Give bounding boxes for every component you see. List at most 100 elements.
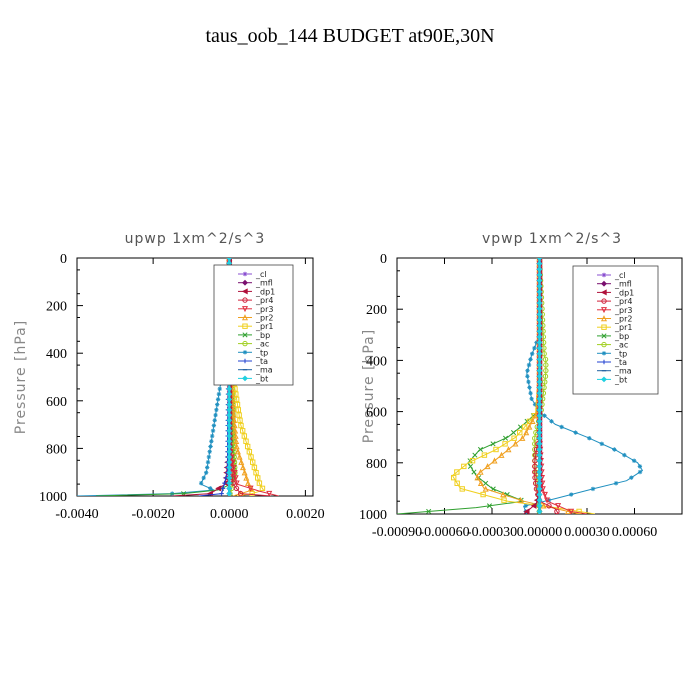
series-marker-bt — [536, 300, 543, 306]
series-line-pr2 — [475, 258, 580, 514]
legend-label-ac: _ac — [255, 340, 269, 349]
legend-marker-mfl — [601, 280, 607, 287]
series-marker-pr1 — [233, 396, 240, 403]
series-marker-tp — [523, 503, 528, 509]
series-marker-bt — [536, 339, 543, 346]
series-marker-pr2 — [529, 418, 536, 425]
series-marker-bt — [226, 412, 233, 418]
series-marker-pr1 — [236, 412, 242, 418]
series-marker-tp — [198, 480, 204, 486]
series-marker-tp — [629, 475, 634, 480]
series-marker-pr3 — [541, 491, 548, 498]
series-marker-bt — [536, 446, 543, 453]
series-marker-pr1 — [461, 463, 467, 470]
series-marker-tp — [637, 469, 643, 475]
legend-marker-mfl — [242, 279, 248, 286]
legend-label-bt: _bt — [255, 374, 268, 383]
series-marker-bt — [536, 440, 543, 447]
series-marker-tp — [205, 460, 211, 465]
series-marker-bt — [536, 457, 543, 464]
y-tick-label: 0 — [380, 252, 387, 267]
series-marker-pr1 — [237, 417, 243, 424]
upwp-panel: upwp 1xm^2/s^3 Pressure [hPa] 0 200 400 600 80… — [13, 231, 325, 522]
legend-label-ma: _ma — [255, 366, 273, 375]
series-marker-pr2 — [519, 434, 526, 441]
series-marker-pr1 — [454, 480, 460, 486]
series-marker-pr1 — [459, 486, 465, 492]
legend-marker-cl — [601, 272, 607, 278]
legend-marker-pr3 — [600, 307, 608, 314]
series-marker-tp — [528, 390, 533, 396]
series-line-bp — [397, 258, 540, 514]
series-marker-tp — [208, 444, 213, 449]
series-marker-bt — [536, 424, 543, 430]
legend-marker-tp — [601, 351, 607, 356]
legend-label-pr1: _pr1 — [255, 322, 273, 331]
legend-label-ta: _ta — [255, 357, 268, 366]
series-marker-tp — [529, 351, 535, 356]
series-marker-bt — [536, 260, 543, 267]
series-marker-bt — [536, 378, 543, 385]
legend-label-ma: _ma — [614, 367, 632, 376]
series-marker-bt — [536, 463, 543, 470]
series-marker-pr1 — [249, 490, 255, 496]
series-marker-pr2 — [498, 451, 505, 458]
legend-marker-ac — [601, 341, 607, 348]
series-marker-bt — [536, 333, 543, 340]
series-marker-bt — [536, 328, 543, 335]
plot-area — [397, 258, 644, 514]
series-marker-pr2 — [517, 496, 524, 503]
series-marker-ac — [542, 356, 549, 363]
y-axis-label: Pressure [hPa] — [361, 329, 377, 443]
series-marker-tp — [212, 418, 217, 423]
series-marker-pr4 — [546, 503, 552, 509]
series-marker-pr2 — [233, 437, 240, 444]
legend-marker-ta — [601, 359, 607, 365]
series-marker-bt — [536, 384, 543, 391]
series-marker-bt — [536, 356, 543, 363]
series-marker-bt — [226, 464, 233, 471]
series-marker-tp — [529, 396, 534, 401]
series-marker-pr3 — [247, 485, 254, 492]
series-marker-bt — [226, 406, 233, 413]
series-marker-pr2 — [232, 427, 239, 434]
series-marker-tp — [208, 486, 213, 491]
series-marker-bt — [536, 373, 543, 380]
series-marker-bt — [226, 438, 233, 445]
series-marker-bp — [426, 508, 432, 514]
series-marker-ac — [543, 367, 549, 374]
series-marker-pr2 — [526, 423, 533, 430]
series-marker-bt — [536, 322, 543, 329]
series-marker-tp — [216, 391, 222, 397]
legend-label-pr3: _pr3 — [255, 305, 273, 314]
legend-label-pr2: _pr2 — [255, 314, 273, 323]
legend-label-pr4: _pr4 — [614, 297, 632, 306]
series-marker-tp — [542, 413, 547, 418]
series-marker-bp — [486, 503, 493, 509]
legend-label-bp: _bp — [614, 332, 629, 341]
series-marker-ta — [219, 491, 224, 496]
series-marker-pr1 — [469, 458, 476, 464]
legend-marker-pr4 — [601, 298, 607, 304]
series-marker-bp — [483, 480, 489, 486]
series-marker-bp — [467, 463, 474, 469]
series-marker-pr1 — [243, 438, 249, 444]
series-marker-bt — [536, 474, 543, 481]
series-marker-pr1 — [255, 475, 261, 481]
series-marker-pr2 — [484, 463, 491, 470]
series-marker-tp — [637, 464, 643, 469]
series-marker-bt — [536, 266, 543, 273]
series-marker-pr1 — [493, 446, 499, 453]
series-marker-pr3 — [266, 490, 273, 496]
series-marker-bp — [477, 446, 484, 453]
series-marker-bt — [536, 435, 543, 442]
series-marker-bt — [226, 454, 233, 460]
series-marker-pr2 — [231, 422, 238, 429]
series-marker-tp — [622, 452, 627, 458]
series-marker-bt — [536, 508, 543, 514]
series-marker-bt — [536, 497, 543, 504]
legend-marker-ac — [242, 340, 248, 347]
series-marker-pr1 — [454, 469, 460, 475]
series-marker-bt — [536, 311, 543, 318]
series-marker-bt — [226, 401, 233, 408]
